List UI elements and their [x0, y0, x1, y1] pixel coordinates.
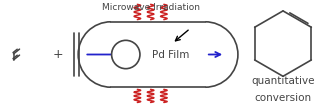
Text: conversion: conversion [255, 93, 311, 103]
Text: quantitative: quantitative [251, 76, 315, 86]
Polygon shape [111, 22, 205, 87]
Text: Pd Film: Pd Film [152, 49, 189, 60]
Text: +: + [53, 48, 63, 61]
Text: Microwave Irradiation: Microwave Irradiation [102, 3, 200, 12]
Ellipse shape [112, 40, 140, 69]
